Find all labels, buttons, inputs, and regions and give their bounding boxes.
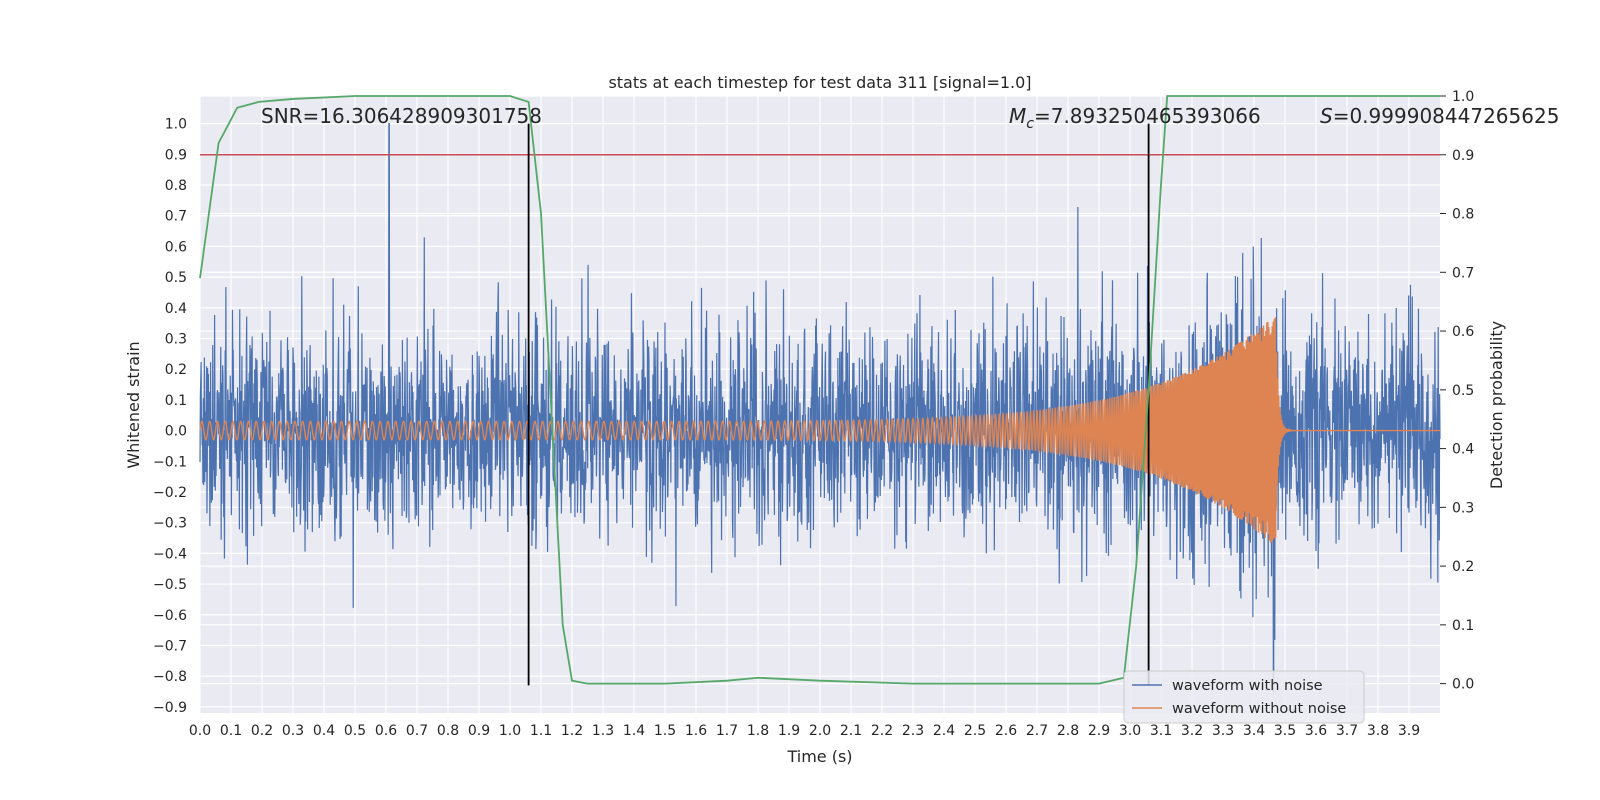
- legend-label-noisy: waveform with noise: [1172, 678, 1323, 694]
- y2-tick-label: 0.9: [1452, 148, 1474, 164]
- x-tick-label: 2.3: [902, 723, 924, 739]
- score-value: =0.999908447265625: [1333, 104, 1560, 128]
- y2-tick-label: 0.8: [1452, 207, 1474, 223]
- x-axis-ticks: 0.0 0.1 0.2 0.3 0.4 0.5 0.6 0.7 0.8 0.9 1.0 1.1 1.2 1…: [189, 723, 1420, 739]
- x-tick-label: 2.5: [964, 723, 986, 739]
- legend: waveform with noise waveform without noi…: [1123, 670, 1365, 724]
- y-axis-ticks: 1.0 0.9 0.8 0.7 0.6 0.5 0.4 0.3 0.2 0.1 0.0 −0.1 −0.…: [153, 117, 187, 716]
- x-tick-label: 3.9: [1398, 723, 1420, 739]
- y-tick-label: 0.7: [165, 209, 187, 225]
- x-tick-label: 2.4: [933, 723, 955, 739]
- trace-waveform-without-noise: [199, 317, 1440, 543]
- x-tick-label: 0.1: [220, 723, 242, 739]
- x-tick-label: 3.6: [1305, 723, 1327, 739]
- y-tick-label: 0.9: [165, 147, 187, 163]
- y-tick-label: −0.4: [153, 546, 187, 562]
- x-tick-label: 3.4: [1243, 723, 1265, 739]
- x-tick-label: 0.4: [313, 723, 335, 739]
- y2-axis-ticks: 1.0 0.9 0.8 0.7 0.6 0.5 0.4 0.3 0.2 0.1 0.0: [1440, 89, 1474, 693]
- x-tick-label: 1.1: [530, 723, 552, 739]
- x-tick-label: 1.4: [623, 723, 645, 739]
- x-tick-label: 0.8: [437, 723, 459, 739]
- x-tick-label: 1.5: [654, 723, 676, 739]
- x-tick-label: 3.5: [1274, 723, 1296, 739]
- x-tick-label: 1.2: [561, 723, 583, 739]
- y-tick-label: −0.5: [153, 577, 187, 593]
- x-tick-label: 3.2: [1181, 723, 1203, 739]
- x-tick-label: 1.0: [499, 723, 521, 739]
- y2-tick-label: 0.4: [1452, 442, 1474, 458]
- y-tick-label: 1.0: [165, 117, 187, 133]
- y-tick-label: 0.5: [165, 270, 187, 286]
- y-tick-label: −0.3: [153, 516, 187, 532]
- y-tick-label: −0.1: [153, 454, 187, 470]
- score-annotation: S=0.999908447265625: [1320, 104, 1559, 128]
- x-tick-label: 0.5: [344, 723, 366, 739]
- chirp-mass-annotation: Mc=7.893250465393066: [1009, 104, 1261, 132]
- y-tick-label: 0.3: [165, 332, 187, 348]
- y2-tick-label: 0.1: [1452, 618, 1474, 634]
- x-tick-label: 2.2: [871, 723, 893, 739]
- y-tick-label: −0.2: [153, 485, 187, 501]
- y2-axis-label: Detection probability: [1487, 321, 1506, 489]
- y2-tick-label: 0.7: [1452, 265, 1474, 281]
- x-tick-label: 2.8: [1057, 723, 1079, 739]
- chirp-mass-value: =7.893250465393066: [1034, 104, 1261, 128]
- y-tick-label: 0.6: [165, 239, 187, 255]
- x-tick-label: 2.0: [809, 723, 831, 739]
- chart-title: stats at each timestep for test data 311…: [608, 73, 1031, 92]
- x-tick-label: 1.7: [716, 723, 738, 739]
- x-tick-label: 2.1: [840, 723, 862, 739]
- x-tick-label: 1.8: [747, 723, 769, 739]
- y2-tick-label: 1.0: [1452, 89, 1474, 105]
- x-tick-label: 2.9: [1088, 723, 1110, 739]
- legend-label-clean: waveform without noise: [1172, 701, 1346, 717]
- y-tick-label: −0.6: [153, 608, 187, 624]
- y-tick-label: −0.7: [153, 638, 187, 654]
- y2-tick-label: 0.2: [1452, 559, 1474, 575]
- x-tick-label: 0.9: [468, 723, 490, 739]
- x-tick-label: 3.8: [1367, 723, 1389, 739]
- x-tick-label: 0.6: [375, 723, 397, 739]
- x-tick-label: 2.7: [1026, 723, 1048, 739]
- x-tick-label: 1.6: [685, 723, 707, 739]
- x-tick-label: 3.1: [1150, 723, 1172, 739]
- y2-tick-label: 0.6: [1452, 324, 1474, 340]
- trace-detection-probability: [199, 95, 1440, 685]
- x-tick-label: 0.3: [282, 723, 304, 739]
- y-tick-label: −0.9: [153, 700, 187, 716]
- y-axis-label: Whitened strain: [124, 341, 143, 468]
- x-axis-label: Time (s): [786, 747, 852, 766]
- y2-tick-label: 0.0: [1452, 677, 1474, 693]
- x-tick-label: 3.0: [1119, 723, 1141, 739]
- chirp-mass-subscript: c: [1026, 116, 1034, 132]
- y2-tick-label: 0.3: [1452, 500, 1474, 516]
- y-tick-label: 0.4: [165, 301, 187, 317]
- y-tick-label: 0.2: [165, 362, 187, 378]
- chirp-mass-symbol: M: [1009, 104, 1026, 128]
- snr-annotation: SNR=16.306428909301758: [261, 104, 542, 128]
- y-tick-label: 0.8: [165, 178, 187, 194]
- y-tick-label: 0.0: [165, 424, 187, 440]
- score-symbol: S: [1320, 104, 1333, 128]
- legend-box: [1123, 670, 1365, 724]
- x-tick-label: 0.7: [406, 723, 428, 739]
- y-tick-label: −0.8: [153, 669, 187, 685]
- x-tick-label: 2.6: [995, 723, 1017, 739]
- y-tick-label: 0.1: [165, 393, 187, 409]
- x-tick-label: 3.7: [1336, 723, 1358, 739]
- traces: [199, 95, 1441, 693]
- x-tick-label: 3.3: [1212, 723, 1234, 739]
- y2-tick-label: 0.5: [1452, 383, 1474, 399]
- x-tick-label: 1.3: [592, 723, 614, 739]
- x-tick-label: 1.9: [778, 723, 800, 739]
- x-tick-label: 0.0: [189, 723, 211, 739]
- x-tick-label: 0.2: [251, 723, 273, 739]
